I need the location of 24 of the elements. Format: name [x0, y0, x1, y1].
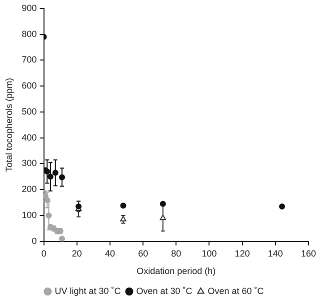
y-tick-label: 300 [22, 158, 37, 168]
y-tick-label: 500 [22, 106, 37, 116]
x-axis-title: Oxidation period (h) [136, 266, 216, 276]
y-tick-label: 900 [22, 2, 37, 13]
x-tick-label: 80 [171, 248, 182, 258]
x-tick-label: 100 [202, 248, 217, 258]
x-tick-label: 0 [41, 248, 46, 258]
legend-label: Oven at 60 ˚C [208, 286, 264, 296]
legend-label: Oven at 30 ˚C [136, 286, 193, 296]
x-tick-label: 40 [104, 248, 115, 258]
x-tick-label: 120 [234, 248, 250, 258]
legend-label: UV light at 30 ˚C [54, 286, 122, 296]
y-tick-label: 600 [22, 80, 37, 91]
x-tick-label: 160 [300, 248, 316, 258]
x-tick-label: 60 [138, 248, 148, 258]
y-tick-label: 800 [22, 28, 37, 39]
x-tick-label: 20 [72, 248, 82, 258]
y-axis-title: Total tocopherols (ppm) [4, 78, 14, 172]
x-tick-label: 140 [268, 248, 283, 258]
y-tick-label: 100 [22, 210, 37, 220]
y-tick-label: 200 [22, 184, 37, 194]
y-tick-label: 0 [32, 236, 37, 246]
y-tick-label: 700 [22, 54, 37, 65]
y-tick-label: 400 [22, 132, 37, 142]
